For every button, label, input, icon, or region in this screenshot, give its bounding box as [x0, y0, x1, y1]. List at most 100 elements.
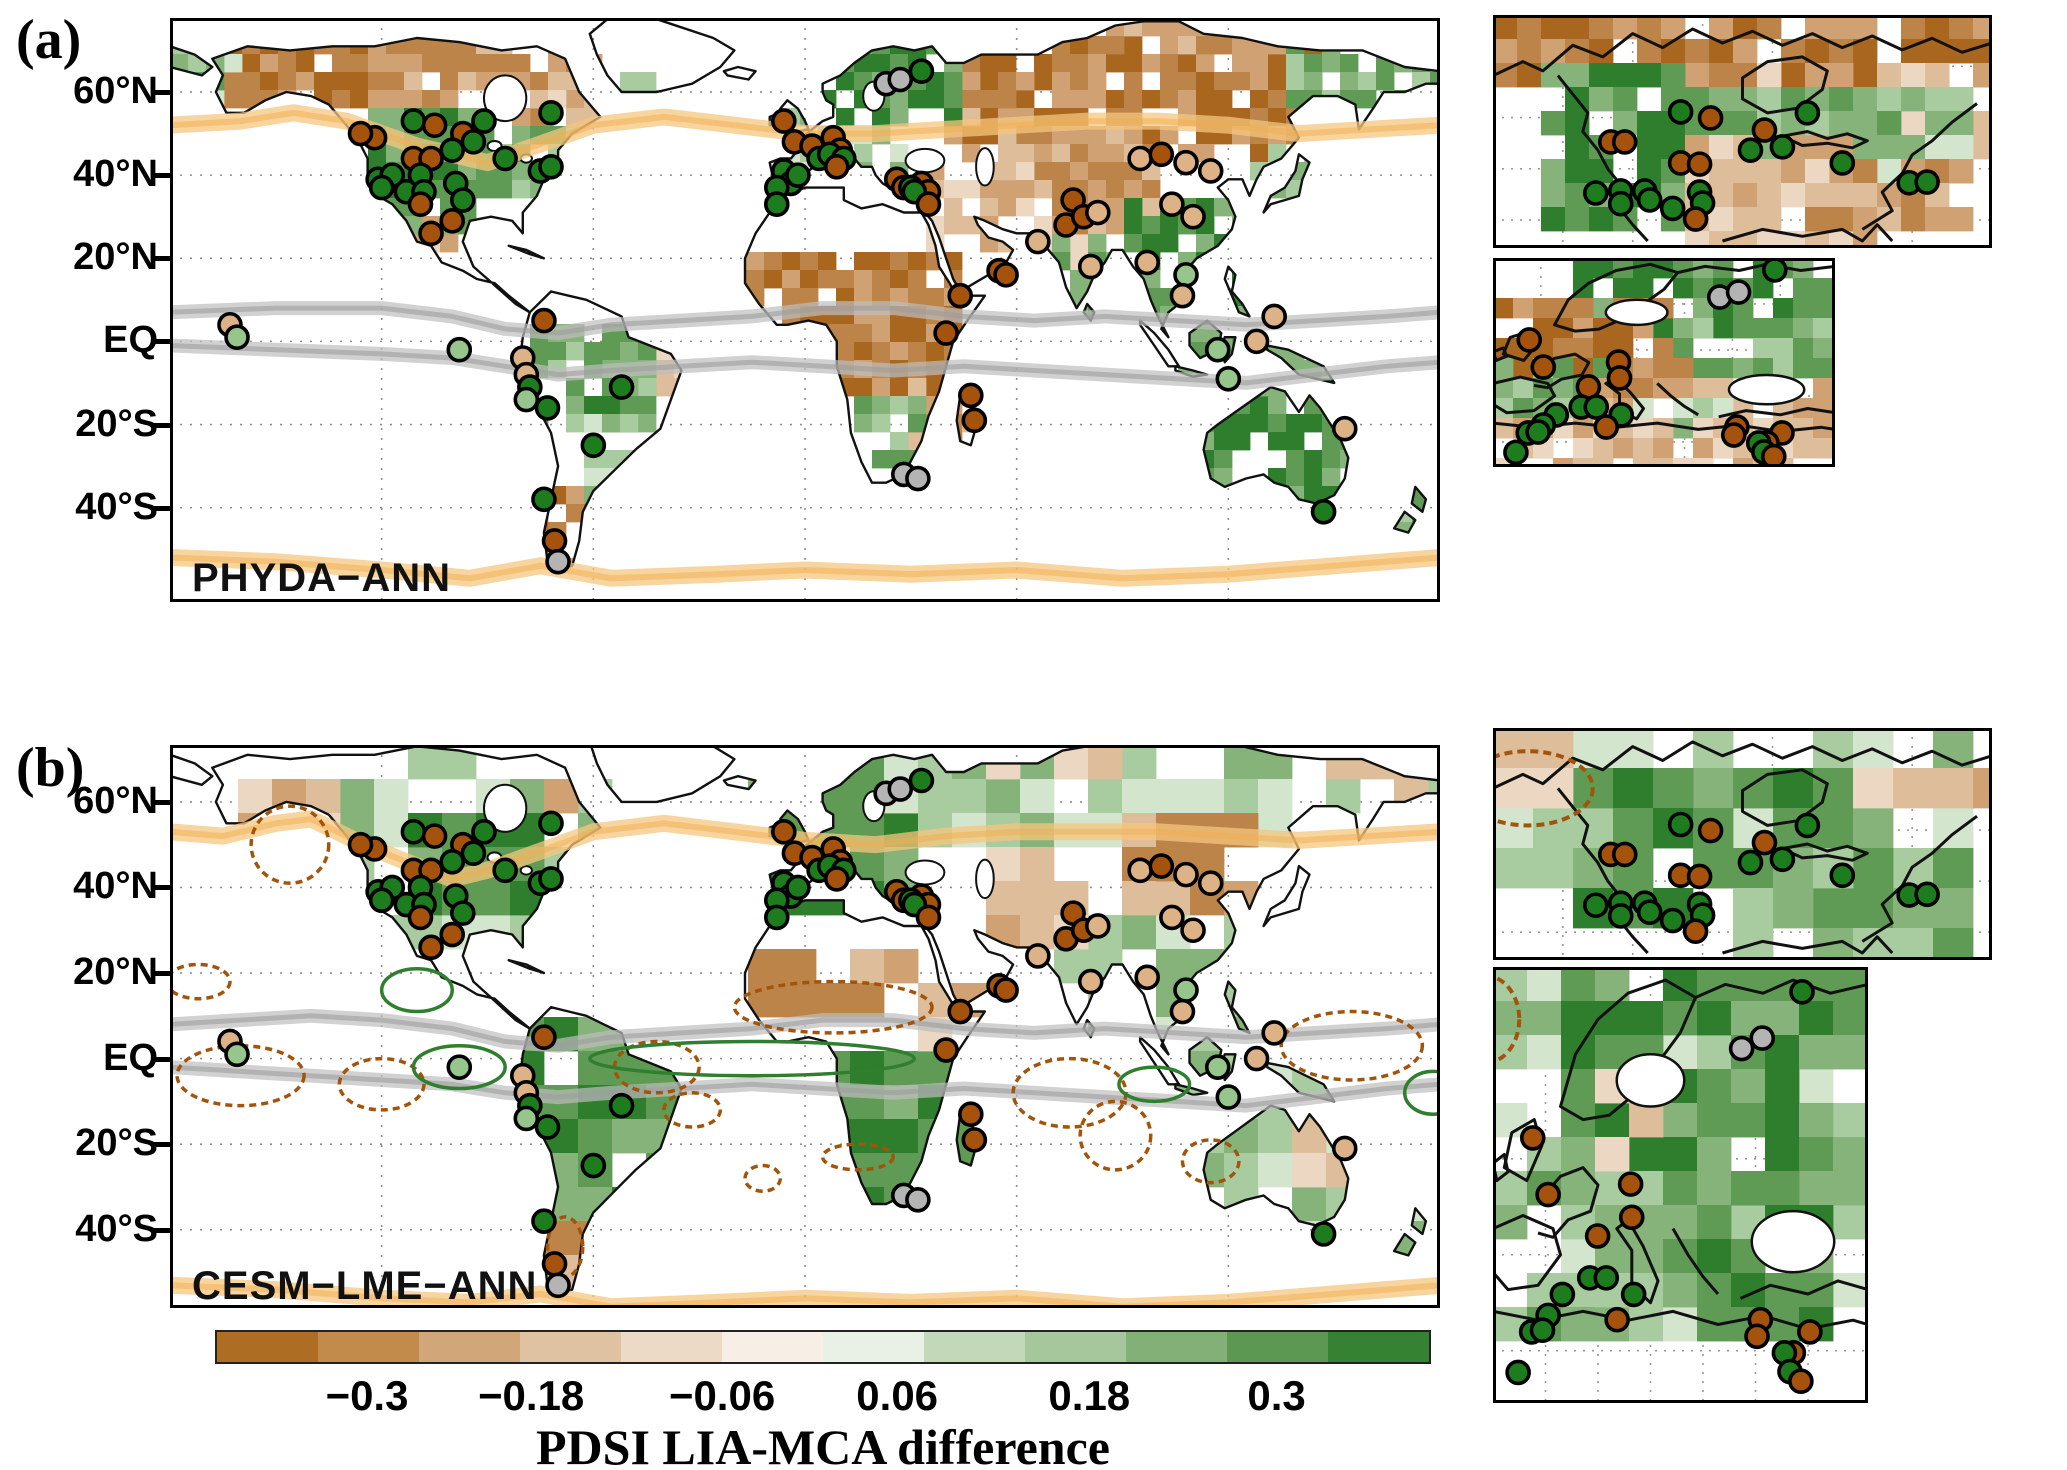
proxy-dot [763, 191, 790, 218]
y-tick-label: 20°S [75, 1122, 158, 1165]
proxy-dot [1636, 187, 1663, 213]
proxy-dot [1530, 354, 1557, 380]
proxy-dot [771, 819, 797, 845]
proxy-dot [1180, 917, 1206, 944]
proxy-dot [1261, 1020, 1287, 1046]
proxy-dot [1788, 1368, 1814, 1395]
proxy-dot [1077, 968, 1104, 995]
proxy-dot [1697, 105, 1724, 131]
proxy-dot [400, 108, 427, 134]
proxy-dot [763, 904, 790, 931]
proxy-dot [961, 1127, 988, 1153]
proxy-dot [1720, 422, 1747, 448]
proxy-dot [915, 904, 942, 931]
y-tick-label: 20°N [73, 236, 158, 279]
proxy-dot [368, 174, 395, 201]
proxy-dot [1789, 979, 1815, 1005]
proxy-dot [1159, 904, 1185, 931]
proxy-dot [1025, 943, 1051, 969]
proxy-dot [1829, 150, 1856, 176]
map-border [170, 745, 1440, 1308]
proxy-dot [545, 1272, 571, 1299]
proxy-dot [1549, 1281, 1576, 1308]
proxy-dot [439, 921, 466, 948]
y-tick-label: 60°N [73, 69, 158, 112]
proxy-dot [1607, 903, 1634, 929]
proxy-dot [958, 382, 984, 409]
proxy-dot [1583, 394, 1610, 420]
y-tick-mark [154, 505, 170, 511]
proxy-sites [1582, 99, 1940, 232]
proxy-dot [460, 129, 487, 155]
proxy-dot [580, 432, 607, 459]
proxy-dot [1085, 913, 1111, 939]
proxy-dot [1331, 415, 1358, 442]
proxy-dot [400, 819, 427, 845]
map-border [170, 18, 1440, 602]
proxy-dot [1331, 1135, 1358, 1162]
proxy-dot [1310, 499, 1337, 525]
proxy-dot [1148, 853, 1175, 879]
colorbar-segment [520, 1332, 621, 1362]
colorbar-segment [722, 1332, 823, 1362]
proxy-dot [1914, 169, 1940, 195]
proxy-dot [887, 776, 914, 802]
proxy-dot [933, 1037, 959, 1063]
proxy-dot [1173, 262, 1199, 288]
proxy-dot [1127, 145, 1153, 172]
proxy-dot [1169, 998, 1196, 1025]
dataset-label-cesm-lme: CESM−LME−ANN [192, 1264, 538, 1308]
proxy-dot [1127, 857, 1153, 884]
inland-seas [482, 74, 995, 187]
proxy-dot [492, 857, 518, 884]
colorbar-segment [1328, 1332, 1429, 1362]
proxy-dot [531, 486, 557, 513]
proxy-dot [439, 208, 466, 234]
proxy-dot [534, 1114, 561, 1140]
inset-border [1493, 728, 1992, 960]
proxy-dot [1173, 149, 1199, 176]
proxy-dot [460, 840, 487, 867]
proxy-dot [1659, 195, 1686, 222]
proxy-dot [785, 874, 811, 901]
colorbar-tick: −0.18 [478, 1372, 585, 1419]
proxy-dot [1582, 892, 1609, 919]
y-tick-mark [154, 1056, 170, 1062]
world-map-cesm-lme [170, 745, 1440, 1308]
proxy-dot [1751, 829, 1778, 856]
proxy-dot [1659, 907, 1686, 934]
proxy-dot [1667, 811, 1694, 838]
proxy-dot [1215, 365, 1242, 392]
proxy-dot [1725, 279, 1752, 305]
proxy-dot [1611, 129, 1638, 155]
colorbar-tick: 0.3 [1247, 1372, 1306, 1419]
y-tick-mark [154, 1227, 170, 1233]
proxy-dot [905, 1186, 931, 1213]
proxy-dot [1582, 180, 1609, 206]
proxy-dot [1197, 870, 1224, 896]
proxy-dot [1197, 158, 1224, 184]
proxy-dot [1535, 1181, 1561, 1208]
proxy-dot [1794, 812, 1821, 839]
y-tick-mark [154, 799, 170, 805]
proxy-dot [407, 191, 434, 218]
colorbar-segment [924, 1332, 1025, 1362]
proxy-dot [421, 823, 448, 849]
proxy-dot [347, 831, 374, 858]
colorbar-segment [1227, 1332, 1328, 1362]
proxy-dot [450, 187, 476, 213]
proxy-dot [905, 465, 931, 492]
world-map-phyda [170, 18, 1440, 602]
proxy-dot [1769, 134, 1796, 160]
pdsi-field [1493, 967, 1868, 1342]
proxy-dot [823, 866, 850, 892]
proxy-dot [771, 108, 797, 134]
proxy-dot [908, 58, 935, 85]
y-tick-label: 40°N [73, 865, 158, 908]
panel-a-label: (a) [16, 9, 82, 71]
proxy-dot [961, 407, 988, 434]
proxy-dot [1516, 327, 1543, 353]
coastlines [1493, 978, 1868, 1331]
proxy-dot [1606, 365, 1633, 391]
proxy-dot [1686, 863, 1713, 890]
